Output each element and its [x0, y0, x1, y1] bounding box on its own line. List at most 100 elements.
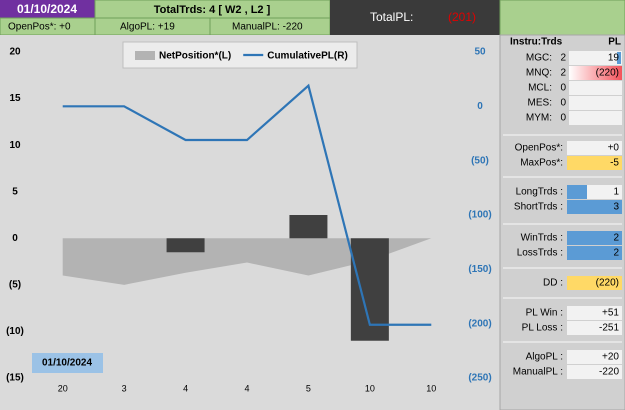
cell [569, 96, 622, 110]
panel-header: Instru:Trds [510, 37, 563, 48]
panel-header: PL [608, 37, 621, 48]
data-bar [617, 52, 621, 64]
pl: (220) [596, 68, 619, 79]
date-annotation: 01/10/2024 [42, 358, 92, 369]
stat-value: 3 [613, 202, 619, 213]
date-label-box [32, 353, 103, 373]
stat-value: (220) [596, 278, 619, 289]
instrument: MCL: [528, 83, 552, 94]
cell [569, 111, 622, 125]
corner-box [499, 0, 625, 36]
stat-value: +20 [602, 352, 619, 363]
stat-value: -220 [599, 367, 619, 378]
panel-cells [503, 51, 622, 379]
stat-value: -5 [610, 158, 619, 169]
instrument: MNQ: [526, 68, 552, 79]
x-tick-label: 10 [426, 383, 436, 393]
cell [569, 66, 622, 80]
y-tick-label: 5 [12, 186, 18, 197]
y-tick-label: (10) [6, 326, 24, 337]
line [62, 83, 432, 326]
instrument: MES: [528, 98, 552, 109]
trades: 2 [560, 68, 566, 79]
chart-area [0, 35, 500, 410]
manual-pl: ManualPL: -220 [232, 22, 303, 33]
y2-tick-label: 50 [474, 47, 486, 58]
legend-swatch [135, 51, 155, 60]
cell [569, 51, 622, 65]
trades: 0 [560, 83, 566, 94]
legend: NetPosition*(L) CumulativePL(R) [135, 51, 348, 62]
y2-tick-label: 0 [477, 101, 483, 112]
total-pl-value: (201) [448, 10, 476, 24]
cell [569, 81, 622, 95]
cell [567, 231, 622, 245]
bar [289, 215, 328, 239]
y2-tick-label: (150) [468, 264, 491, 275]
bar [166, 238, 205, 253]
y2-tick-label: (100) [468, 210, 491, 221]
cell [567, 276, 622, 290]
cell [567, 350, 622, 364]
total-pl-box [330, 0, 500, 35]
cell [567, 156, 622, 170]
y-tick-label: 20 [9, 47, 21, 58]
plot: 20151050(5)(10)(15)500(50)(100)(150)(200… [6, 47, 492, 394]
y-tick-label: (5) [9, 279, 21, 290]
stat-label: AlgoPL : [526, 352, 563, 363]
y2-tick-label: (200) [468, 318, 491, 329]
y2-tick-label: (50) [471, 155, 489, 166]
legend-label: NetPosition*(L) [159, 51, 231, 62]
data-bar [567, 185, 587, 199]
cell [567, 246, 622, 260]
x-tick-label: 4 [244, 383, 249, 393]
x-tick-label: 3 [122, 383, 127, 393]
legend-box [122, 41, 358, 69]
stat-label: MaxPos*: [520, 158, 563, 169]
stat-label: DD : [543, 278, 563, 289]
y-tick-label: 10 [9, 140, 21, 151]
x-tick-label: 20 [58, 383, 68, 393]
stat-label: LossTrds : [517, 248, 563, 259]
stat-value: +0 [608, 143, 620, 154]
cell [567, 365, 622, 379]
stat-label: ManualPL : [513, 367, 563, 378]
stat-label: WinTrds : [521, 233, 563, 244]
panel-text: Instru:Trds PL MGC: 2 19 MNQ: 2 (220) MCL: 0 MES: 0… [510, 37, 621, 378]
stat-label: LongTrds : [516, 187, 563, 198]
pl: 19 [608, 53, 620, 64]
instrument: MYM: [526, 113, 552, 124]
date-box [0, 0, 95, 18]
legend-label: CumulativePL(R) [267, 51, 348, 62]
trades: 2 [560, 53, 566, 64]
cell [567, 200, 622, 214]
stat-label: ShortTrds : [514, 202, 563, 213]
cell [567, 306, 622, 320]
total-trades: TotalTrds: 4 [ W2 , L2 ] [154, 4, 271, 16]
stat-label: PL Loss : [522, 323, 563, 334]
open-pos: OpenPos*: +0 [8, 22, 71, 33]
stat-value: -251 [599, 323, 619, 334]
algo-pl: AlgoPL: +19 [120, 22, 175, 33]
date: 01/10/2024 [17, 2, 77, 16]
trades: 0 [560, 113, 566, 124]
cell [567, 321, 622, 335]
instrument: MGC: [526, 53, 552, 64]
stat-label: PL Win : [526, 308, 563, 319]
area [62, 238, 432, 285]
stat-value: 1 [613, 187, 619, 198]
x-tick-label: 5 [306, 383, 311, 393]
total-pl-label: TotalPL: [370, 10, 413, 24]
y-tick-label: (15) [6, 373, 24, 384]
stat-value: +51 [602, 308, 619, 319]
trades: 0 [560, 98, 566, 109]
x-tick-label: 4 [183, 383, 188, 393]
stat-value: 2 [613, 248, 619, 259]
x-tick-label: 10 [365, 383, 375, 393]
y-tick-label: 0 [12, 233, 18, 244]
y-tick-label: 15 [9, 93, 21, 104]
stat-label: OpenPos*: [515, 143, 563, 154]
stat-value: 2 [613, 233, 619, 244]
